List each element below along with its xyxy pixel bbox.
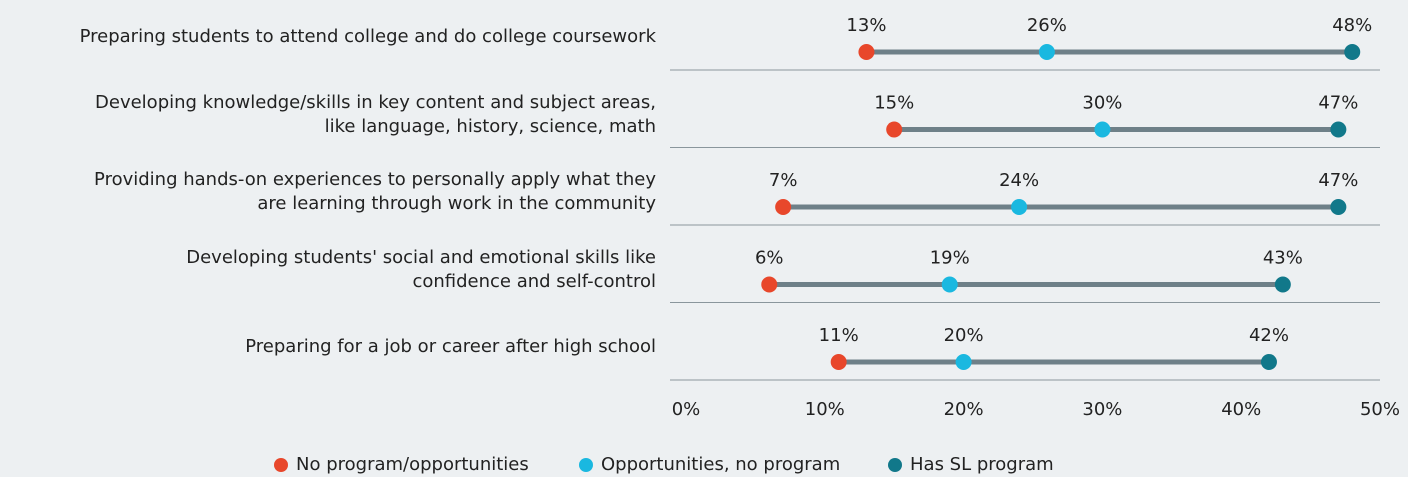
dot xyxy=(886,121,903,138)
dot xyxy=(941,276,958,293)
legend-label: Has SL program xyxy=(910,454,1054,475)
dot xyxy=(1274,276,1291,293)
legend-swatch xyxy=(274,458,288,472)
value-label: 20% xyxy=(944,325,984,346)
x-tick-label: 10% xyxy=(805,399,845,420)
category-label: Preparing students to attend college and… xyxy=(79,26,656,47)
value-label: 43% xyxy=(1263,248,1303,269)
dot xyxy=(1038,44,1055,60)
dot xyxy=(1094,121,1111,138)
dot xyxy=(775,199,792,215)
dot xyxy=(830,354,847,370)
legend-label: Opportunities, no program xyxy=(601,454,840,475)
value-label: 24% xyxy=(999,170,1039,191)
legend-label: No program/opportunities xyxy=(296,454,529,475)
value-label: 30% xyxy=(1082,93,1122,114)
value-label: 11% xyxy=(819,325,859,346)
value-label: 7% xyxy=(769,170,798,191)
dot xyxy=(1260,354,1277,370)
dot xyxy=(1330,121,1347,138)
x-tick-label: 0% xyxy=(672,399,701,420)
x-tick-label: 30% xyxy=(1082,399,1122,420)
dot xyxy=(858,44,875,60)
dot xyxy=(1344,44,1361,60)
legend-swatch xyxy=(579,458,593,472)
value-label: 26% xyxy=(1027,15,1067,36)
category-label: Preparing for a job or career after high… xyxy=(245,336,656,357)
value-label: 19% xyxy=(930,248,970,269)
value-label: 13% xyxy=(846,15,886,36)
value-label: 6% xyxy=(755,248,784,269)
legend-swatch xyxy=(888,458,902,472)
category-label: Developing students' social and emotiona… xyxy=(186,246,656,292)
dot xyxy=(761,276,778,293)
dot xyxy=(955,354,972,370)
x-tick-label: 20% xyxy=(944,399,984,420)
value-label: 47% xyxy=(1318,170,1358,191)
dot xyxy=(1011,199,1028,215)
dot xyxy=(1330,199,1347,215)
value-label: 42% xyxy=(1249,325,1289,346)
value-label: 15% xyxy=(874,93,914,114)
category-label: Developing knowledge/skills in key conte… xyxy=(95,91,656,137)
x-tick-label: 50% xyxy=(1360,399,1400,420)
category-label: Providing hands-on experiences to person… xyxy=(94,169,656,214)
value-label: 48% xyxy=(1332,15,1372,36)
x-tick-label: 40% xyxy=(1221,399,1261,420)
value-label: 47% xyxy=(1318,93,1358,114)
